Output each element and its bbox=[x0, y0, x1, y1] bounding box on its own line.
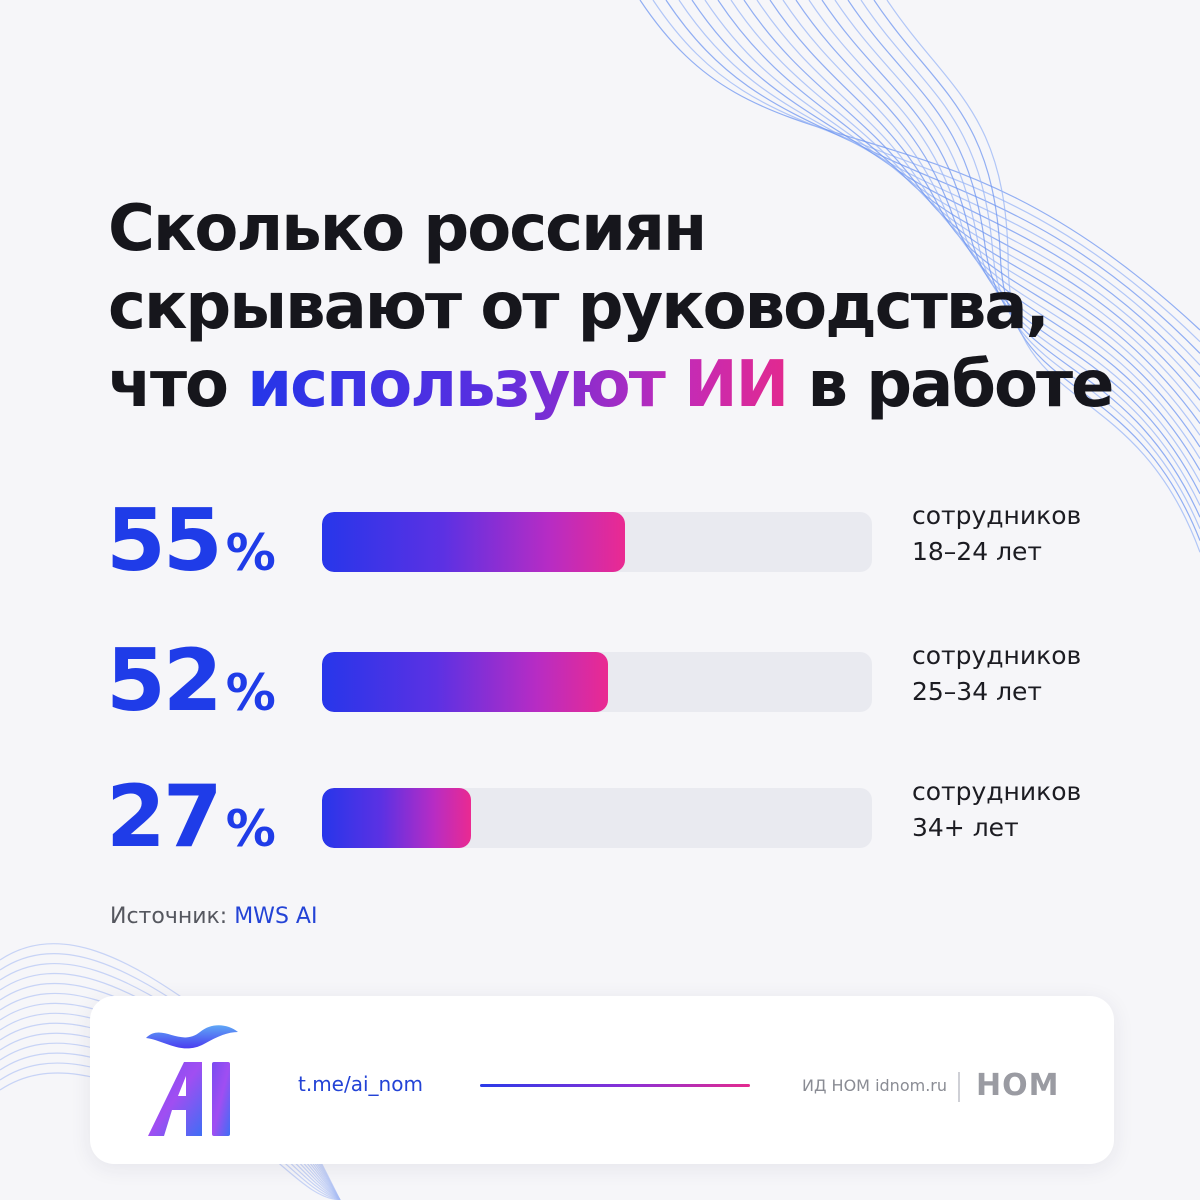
age-group-label: сотрудников 25–34 лет bbox=[912, 638, 1081, 710]
percent-value: 52 % bbox=[106, 636, 276, 726]
telegram-link[interactable]: t.me/ai_nom bbox=[298, 1072, 423, 1096]
percent-sign: % bbox=[225, 524, 276, 582]
publisher-text: ИД НОМ idnom.ru bbox=[802, 1076, 947, 1095]
source-label: Источник: bbox=[110, 904, 235, 929]
age-group-label: сотрудников 34+ лет bbox=[912, 774, 1081, 846]
bar-fill bbox=[322, 512, 625, 572]
title-line-3: что используют ИИ в работе bbox=[108, 346, 1115, 424]
bar-row-34-plus: 27 % сотрудников 34+ лет bbox=[0, 772, 1200, 862]
percent-value: 55 % bbox=[106, 496, 276, 586]
percent-sign: % bbox=[225, 800, 276, 858]
bar-track bbox=[322, 512, 872, 572]
divider-line bbox=[480, 1084, 750, 1087]
bar-track bbox=[322, 652, 872, 712]
bar-row-25-34: 52 % сотрудников 25–34 лет bbox=[0, 636, 1200, 726]
bar-track bbox=[322, 788, 872, 848]
percent-number: 27 bbox=[106, 767, 223, 867]
age-group-label: сотрудников 18–24 лет bbox=[912, 498, 1081, 570]
title-line-1: Сколько россиян bbox=[108, 192, 707, 266]
percent-sign: % bbox=[225, 664, 276, 722]
title-line-2: скрывают от руководства, bbox=[108, 270, 1050, 344]
label-line-2: 34+ лет bbox=[912, 813, 1019, 842]
label-line-1: сотрудников bbox=[912, 777, 1082, 806]
bar-fill bbox=[322, 652, 608, 712]
label-line-2: 25–34 лет bbox=[912, 677, 1042, 706]
bar-row-18-24: 55 % сотрудников 18–24 лет bbox=[0, 496, 1200, 586]
nom-logo: НОМ bbox=[976, 1068, 1060, 1103]
label-line-1: сотрудников bbox=[912, 641, 1082, 670]
label-line-2: 18–24 лет bbox=[912, 537, 1042, 566]
percent-value: 27 % bbox=[106, 772, 276, 862]
title-line-3-start: что bbox=[108, 348, 248, 422]
title-line-3-end: в работе bbox=[787, 348, 1115, 422]
source-note: Источник: MWS AI bbox=[110, 904, 317, 929]
page-title: Сколько россиян скрывают от руководства,… bbox=[108, 190, 1115, 424]
title-highlight: используют ИИ bbox=[247, 348, 789, 422]
bar-fill bbox=[322, 788, 471, 848]
label-line-1: сотрудников bbox=[912, 501, 1082, 530]
ai-logo bbox=[146, 1025, 238, 1136]
percent-number: 55 bbox=[106, 491, 223, 591]
percent-number: 52 bbox=[106, 631, 223, 731]
source-name: MWS AI bbox=[234, 904, 318, 929]
vertical-divider bbox=[958, 1072, 960, 1102]
footer-card: t.me/ai_nom ИД НОМ idnom.ru НОМ bbox=[90, 996, 1114, 1164]
